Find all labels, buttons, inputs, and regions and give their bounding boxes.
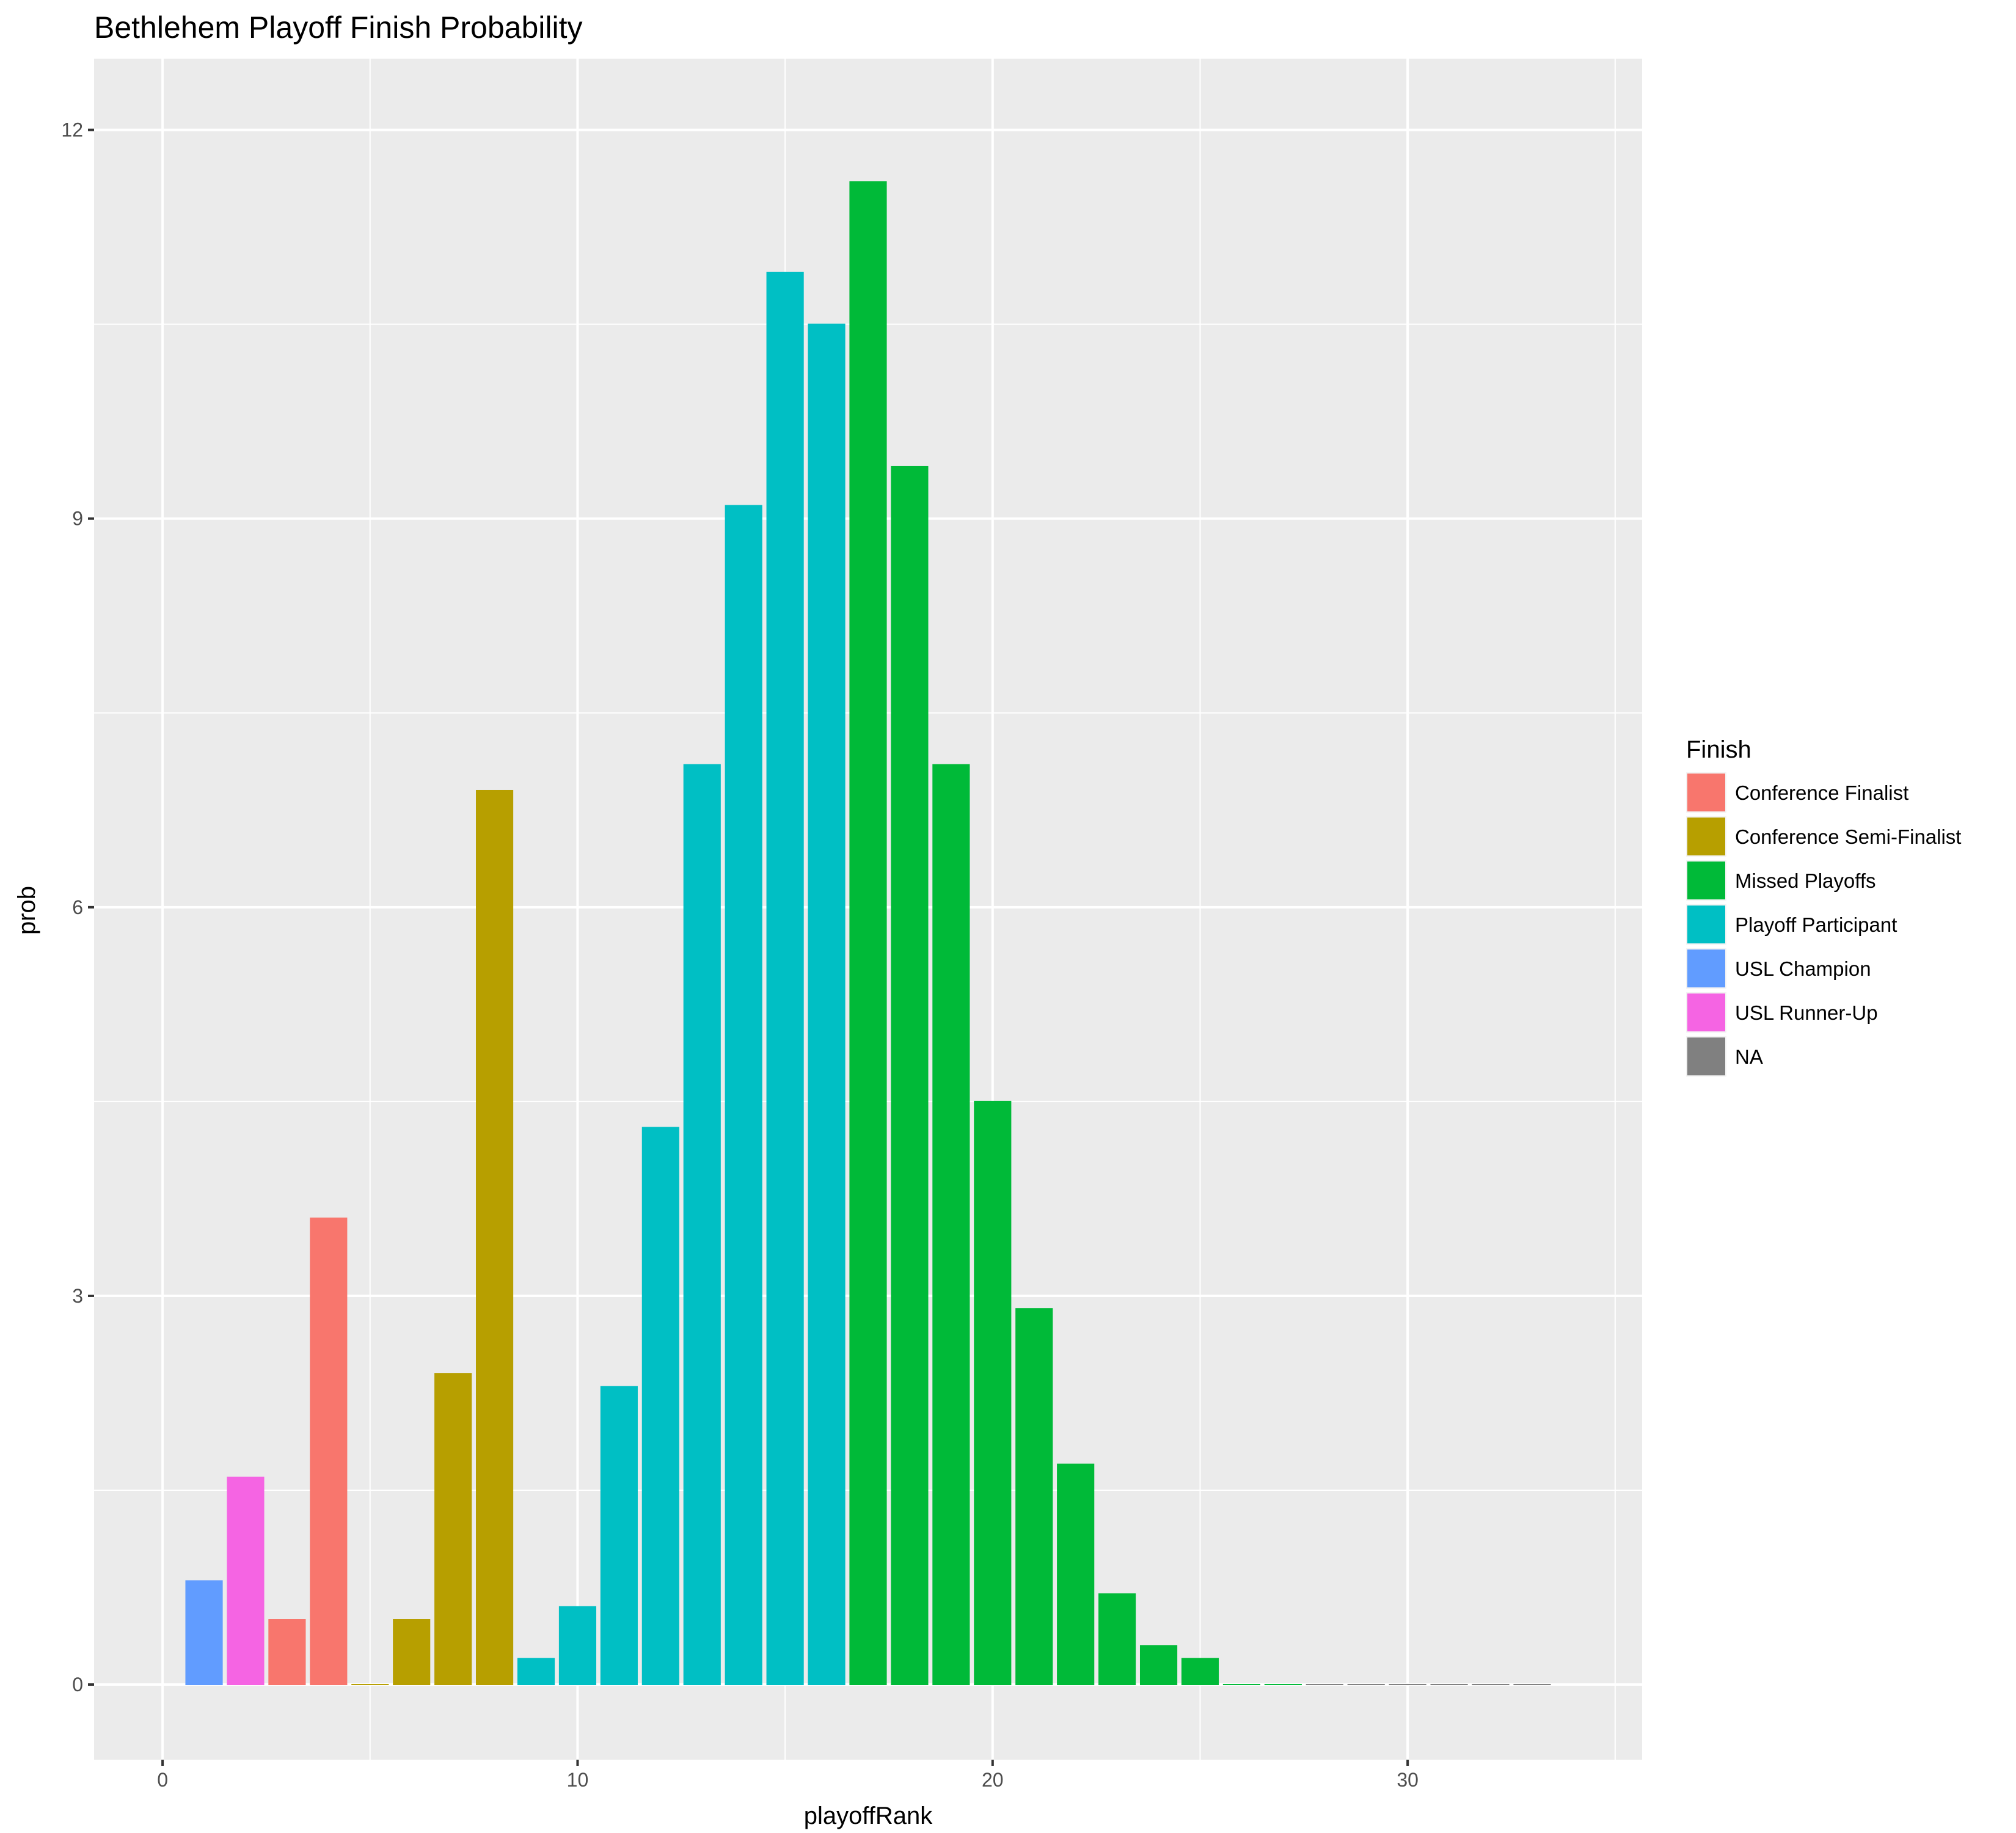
legend-swatch: [1687, 993, 1725, 1031]
bar: [1015, 1308, 1053, 1686]
bar: [517, 1658, 555, 1686]
bar: [683, 764, 721, 1686]
bar: [227, 1476, 265, 1686]
legend-swatch: [1687, 774, 1725, 811]
bar: [1430, 1684, 1468, 1686]
legend-label: USL Champion: [1735, 957, 1871, 980]
legend-label: Conference Finalist: [1735, 781, 1908, 804]
y-tick-label: 9: [72, 508, 83, 530]
legend-label: Playoff Participant: [1735, 913, 1897, 936]
y-axis-title: prob: [13, 886, 40, 935]
legend-swatch: [1687, 906, 1725, 943]
bar: [185, 1580, 223, 1686]
legend-label: USL Runner-Up: [1735, 1001, 1878, 1024]
bar: [932, 764, 970, 1686]
bar: [1057, 1463, 1095, 1686]
bar: [1347, 1684, 1385, 1686]
bar: [558, 1606, 597, 1686]
plot-panel: [94, 59, 1642, 1760]
y-tick-label: 6: [72, 896, 83, 918]
bar: [310, 1217, 348, 1686]
bar: [1306, 1684, 1343, 1686]
bar: [268, 1619, 306, 1686]
bar: [600, 1386, 638, 1686]
x-tick-label: 30: [1397, 1769, 1419, 1791]
legend-swatch: [1687, 862, 1725, 899]
bar: [766, 271, 804, 1686]
bar: [1389, 1684, 1426, 1686]
bar: [1181, 1658, 1219, 1686]
y-tick-label: 0: [72, 1674, 83, 1696]
x-axis-title: playoffRank: [804, 1802, 933, 1829]
legend-swatch: [1687, 1037, 1725, 1075]
legend-title: Finish: [1686, 736, 1751, 763]
legend-label: Conference Semi-Finalist: [1735, 825, 1961, 848]
bar: [393, 1619, 431, 1686]
bar: [1139, 1645, 1178, 1686]
y-tick-label: 3: [72, 1285, 83, 1307]
bar: [974, 1100, 1012, 1686]
y-axis: 0 3 6 9 12: [61, 119, 94, 1696]
y-tick-label: 12: [61, 119, 83, 141]
bar: [1264, 1684, 1302, 1686]
bar: [1513, 1684, 1551, 1686]
legend-swatch: [1687, 949, 1725, 987]
chart-title: Bethlehem Playoff Finish Probability: [94, 10, 583, 45]
x-tick-label: 20: [982, 1769, 1004, 1791]
x-tick-label: 10: [567, 1769, 589, 1791]
x-tick-label: 0: [157, 1769, 168, 1791]
legend-label: NA: [1735, 1045, 1763, 1068]
legend-label: Missed Playoffs: [1735, 869, 1875, 892]
x-axis: 0 10 20 30: [157, 1760, 1419, 1791]
bar: [351, 1684, 389, 1686]
bar: [808, 323, 845, 1686]
bar: [849, 181, 887, 1686]
bar: [434, 1373, 472, 1686]
bar: [476, 789, 514, 1686]
bar: [1222, 1684, 1260, 1686]
bar: [1472, 1684, 1510, 1686]
legend: Finish Conference Finalist Conference Sem…: [1686, 736, 1961, 1077]
legend-swatch: [1687, 818, 1725, 855]
bar: [725, 505, 762, 1686]
bar: [641, 1127, 679, 1686]
bar: [1098, 1593, 1136, 1686]
bar: [891, 466, 929, 1686]
